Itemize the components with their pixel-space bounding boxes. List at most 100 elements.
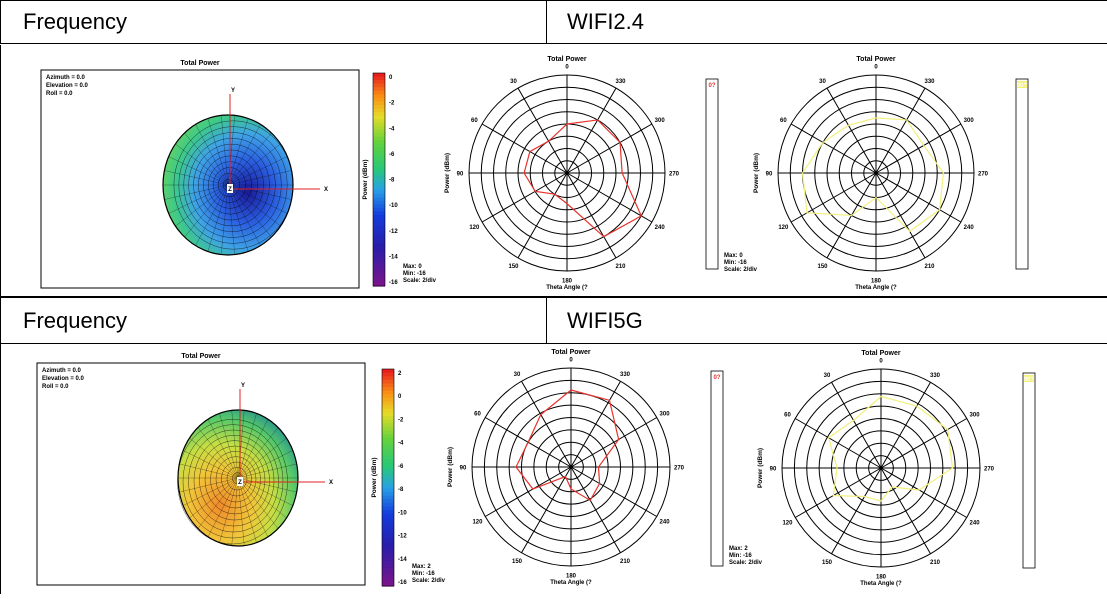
s1-view3d-mesh-spoke bbox=[207, 118, 229, 186]
s1-view3d-colorbar-cell bbox=[373, 87, 385, 92]
s2-polar-right-angle-label: 180 bbox=[876, 575, 887, 581]
s1-polar-right-angle-label: 0 bbox=[874, 65, 878, 71]
s1-polar-left-angle-label: 150 bbox=[508, 264, 519, 270]
s2-polar-left-angle-label: 300 bbox=[660, 412, 671, 418]
s2-polar-right-angle-label: 240 bbox=[970, 521, 981, 527]
s1-view3d-colorbar-cell bbox=[373, 264, 385, 269]
s1-view3d-colorbar-cell bbox=[373, 140, 385, 145]
s2-view3d-mesh-spoke bbox=[237, 477, 287, 519]
s2-view3d-mesh-spoke bbox=[197, 477, 239, 529]
s2-polar-left-spoke bbox=[570, 466, 657, 517]
s1-view3d-mesh-spoke bbox=[184, 184, 229, 238]
s2-view3d-mesh-spoke bbox=[189, 437, 239, 479]
s1-view3d-mesh-spoke bbox=[164, 170, 229, 186]
s2-polar-right-angle-label: 60 bbox=[784, 413, 791, 419]
s2-polar-right-angle-label: 270 bbox=[984, 467, 995, 473]
s1-view3d-y-axis-label: Y bbox=[231, 88, 235, 94]
s2-polar-right-spoke bbox=[880, 467, 931, 554]
s2-view3d-colorbar-cell bbox=[382, 524, 394, 529]
s1-view3d-colorbar-cell bbox=[373, 94, 385, 99]
s1-polar-left-angle-label: 90 bbox=[457, 172, 464, 178]
s1-polar-right-spoke bbox=[875, 87, 926, 174]
s1-view3d-stat: Max: 0 bbox=[403, 264, 422, 270]
s2-polar-left-legend-swatch bbox=[712, 373, 722, 380]
s2-view3d-colorbar-cell bbox=[382, 538, 394, 544]
s1-view3d-colorbar-cell bbox=[373, 158, 385, 163]
s2-view3d-colorbar-cell bbox=[382, 528, 394, 533]
s2-view3d-mesh-spoke bbox=[237, 477, 257, 543]
s2-view3d-colorbar-cell bbox=[382, 387, 394, 392]
s1-view3d-colorbar-cell bbox=[373, 144, 385, 149]
s1-view3d-colorbar-cell bbox=[373, 90, 385, 95]
s2-polar-right-spoke bbox=[880, 418, 967, 469]
s2-polar-right-legend-swatch bbox=[1024, 375, 1034, 382]
s2-polar-left-angle-label: 330 bbox=[620, 372, 631, 378]
frequency-label: Frequency bbox=[0, 1, 547, 43]
s2-view3d-colorbar-tick: -14 bbox=[398, 557, 407, 563]
s2-view3d-colorbar-cell bbox=[382, 405, 394, 410]
s1-view3d-title: Total Power bbox=[180, 60, 219, 67]
s2-view3d-colorbar-tick: -4 bbox=[398, 441, 404, 447]
s1-view3d-colorbar-cell bbox=[373, 119, 385, 124]
s2-polar-left-angle-label: 240 bbox=[660, 520, 671, 526]
s2-polar-left-spoke bbox=[570, 466, 621, 553]
s2-view3d-colorbar-cell bbox=[382, 535, 394, 540]
s1-view3d-colorbar-cell bbox=[373, 161, 385, 166]
s1-polar-left-legend-swatch bbox=[707, 81, 717, 88]
s2-polar-right-spoke bbox=[795, 418, 882, 469]
s1-view3d-colorbar-cell bbox=[373, 243, 385, 248]
s1-view3d-colorbar-cell bbox=[373, 101, 385, 106]
s1-view3d-mesh-spoke bbox=[227, 132, 272, 186]
s2-view3d-mesh-spoke bbox=[197, 427, 239, 479]
s1-view3d-orientation: Azimuth = 0.0 bbox=[46, 75, 86, 81]
s1-view3d-colorbar-cell bbox=[373, 236, 385, 241]
s1-polar-left-spoke bbox=[517, 87, 568, 174]
s2-polar-right-title: Total Power bbox=[861, 350, 900, 357]
s2-polar-right-legend-tag: 90? bbox=[1024, 377, 1035, 383]
s1-view3d-mesh-spoke bbox=[168, 156, 229, 186]
s1-view3d-colorbar-tick: -12 bbox=[389, 229, 398, 235]
s1-polar-right-spoke bbox=[790, 123, 877, 174]
s2-view3d-mesh-spoke bbox=[179, 477, 239, 493]
s1-view3d-orientation: Elevation = 0.0 bbox=[46, 83, 89, 89]
s1-polar-right-series-line bbox=[801, 117, 944, 233]
s1-view3d-stat: Min: -16 bbox=[403, 271, 426, 277]
s2-view3d-mesh-spoke bbox=[237, 477, 279, 529]
s1-view3d-colorbar-cell bbox=[373, 204, 385, 209]
s2-polar-left-angle-label: 150 bbox=[512, 559, 523, 565]
s1-view3d-colorbar-cell bbox=[373, 282, 385, 287]
s1-view3d-mesh-spoke bbox=[195, 184, 229, 246]
s2-polar-right-ylabel: Power (dBm) bbox=[757, 448, 764, 488]
s1-view3d-colorbar-cell bbox=[373, 232, 385, 237]
s1-polar-right-angle-label: 150 bbox=[817, 264, 828, 270]
s2-view3d-mesh-spoke bbox=[237, 413, 257, 479]
s1-polar-right-angle-label: 270 bbox=[978, 172, 989, 178]
s2-view3d-colorbar-cell bbox=[382, 376, 394, 381]
s1-view3d-colorbar-cell bbox=[373, 261, 385, 266]
s2-polar-left-stat: Scale: 2/div bbox=[729, 560, 763, 566]
s2-view3d-colorbar-tick: -16 bbox=[398, 580, 407, 586]
s1-view3d-z-axis-marker bbox=[227, 184, 233, 193]
s1-polar-right-angle-label: 60 bbox=[780, 118, 787, 124]
s1-view3d-stat: Scale: 2/div bbox=[403, 278, 437, 284]
s1-view3d-mesh-spoke bbox=[227, 143, 281, 186]
s2-view3d-colorbar-cell bbox=[382, 459, 394, 464]
s2-view3d-colorbar-frame bbox=[381, 368, 395, 587]
s1-view3d-x-axis-label: X bbox=[324, 187, 328, 193]
s2-polar-right-legend-box bbox=[1022, 372, 1036, 569]
s1-view3d-colorbar-tick: 0 bbox=[389, 75, 393, 81]
s1-view3d-colorbar-cell bbox=[373, 129, 385, 134]
s1-view3d-colorbar-cell bbox=[373, 278, 385, 284]
s2-view3d-mesh-spoke bbox=[237, 437, 287, 479]
s2-polar-right-spoke bbox=[880, 467, 967, 518]
s1-view3d-mesh-spoke bbox=[227, 184, 292, 200]
s2-view3d-colorbar-cell bbox=[382, 506, 394, 511]
s1-polar-left-angle-label: 0 bbox=[565, 65, 569, 71]
s1-polar-right-angle-label: 210 bbox=[924, 264, 935, 270]
s2-view3d-colorbar-cell bbox=[382, 575, 394, 580]
s1-polar-left-angle-label: 60 bbox=[471, 118, 478, 124]
s1-polar-left-angle-label: 330 bbox=[615, 79, 626, 85]
s1-view3d-mesh-spoke bbox=[221, 184, 229, 255]
s2-view3d-mesh-spoke bbox=[183, 450, 239, 479]
s2-view3d-colorbar-cell bbox=[382, 560, 394, 565]
